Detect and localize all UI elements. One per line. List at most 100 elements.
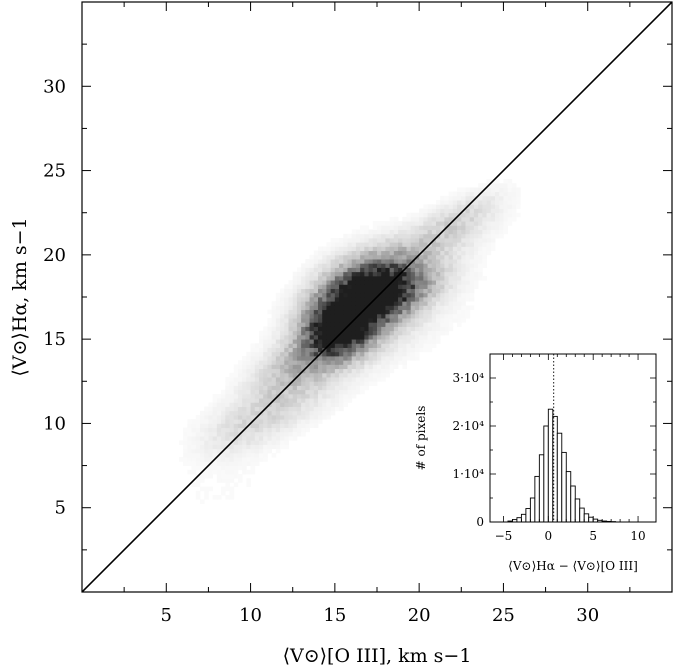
density-cell [385,313,391,319]
density-cell [313,398,319,403]
density-cell [402,216,407,222]
density-cell [263,330,268,336]
density-cell [351,372,357,378]
density-cell [402,288,407,294]
density-cell [364,351,369,357]
density-cell [423,318,428,323]
density-cell [452,263,458,268]
density-cell [233,393,239,399]
density-cell [242,381,247,386]
density-cell [275,301,281,306]
density-cell [250,343,256,348]
density-cell [478,267,483,273]
density-cell [204,490,209,496]
density-cell [221,436,226,441]
density-cell [254,457,260,462]
density-cell [343,280,348,285]
density-cell [204,415,209,420]
density-cell [212,461,218,466]
density-cell [372,242,378,247]
density-cell [271,440,277,445]
density-cell [313,410,319,416]
density-cell [414,212,420,218]
density-cell [263,444,268,450]
density-cell [237,381,243,386]
density-cell [288,364,294,370]
density-cell [465,313,471,319]
density-cell [444,221,450,226]
density-cell [482,183,487,188]
density-cell [288,393,294,399]
density-cell [393,254,399,260]
density-cell [318,402,323,407]
density-cell [377,284,382,289]
density-cell [208,427,214,433]
density-cell [347,364,353,370]
density-cell [263,364,268,370]
density-cell [419,322,424,327]
density-cell [478,221,483,226]
density-cell [301,330,306,336]
density-cell [372,288,378,294]
density-cell [461,254,466,260]
density-cell [318,393,323,399]
density-cell [419,233,424,239]
density-cell [377,280,382,285]
density-cell [250,398,256,403]
density-cell [368,360,374,365]
density-cell [377,288,382,294]
density-cell [288,356,294,361]
density-cell [275,322,281,327]
density-cell [414,351,420,357]
density-cell [440,326,445,332]
density-cell [309,267,315,273]
density-cell [229,381,235,386]
density-cell [414,233,420,239]
density-cell [461,318,466,323]
density-cell [495,195,500,201]
density-cell [275,364,281,370]
density-cell [208,402,214,407]
density-cell [242,465,247,471]
density-cell [452,318,458,323]
density-cell [511,200,517,205]
density-cell [381,280,386,285]
density-cell [414,318,420,323]
density-cell [507,204,513,209]
density-cell [288,339,294,344]
density-cell [457,233,462,239]
density-cell [393,351,399,357]
density-cell [377,225,382,230]
density-cell [208,423,214,429]
density-cell [339,339,344,344]
density-cell [334,385,340,391]
density-cell [191,440,197,445]
density-cell [414,275,420,281]
density-cell [301,410,306,416]
density-cell [275,313,281,319]
density-cell [322,415,327,420]
density-cell [343,271,348,277]
density-cell [296,381,302,386]
density-cell [191,461,197,466]
density-cell [296,351,302,357]
density-cell [461,292,466,298]
density-cell [419,259,424,264]
density-cell [309,372,315,378]
density-cell [263,427,268,433]
density-cell [482,233,487,239]
density-cell [398,246,403,252]
density-cell [448,275,454,281]
density-cell [339,309,344,315]
density-cell [301,393,306,399]
density-cell [444,238,450,243]
density-cell [343,318,348,323]
density-cell [288,415,294,420]
density-cell [280,364,285,370]
density-cell [326,284,332,289]
density-cell [221,398,226,403]
density-cell [271,431,277,437]
density-cell [385,271,391,277]
density-cell [431,297,437,302]
density-cell [368,364,374,370]
